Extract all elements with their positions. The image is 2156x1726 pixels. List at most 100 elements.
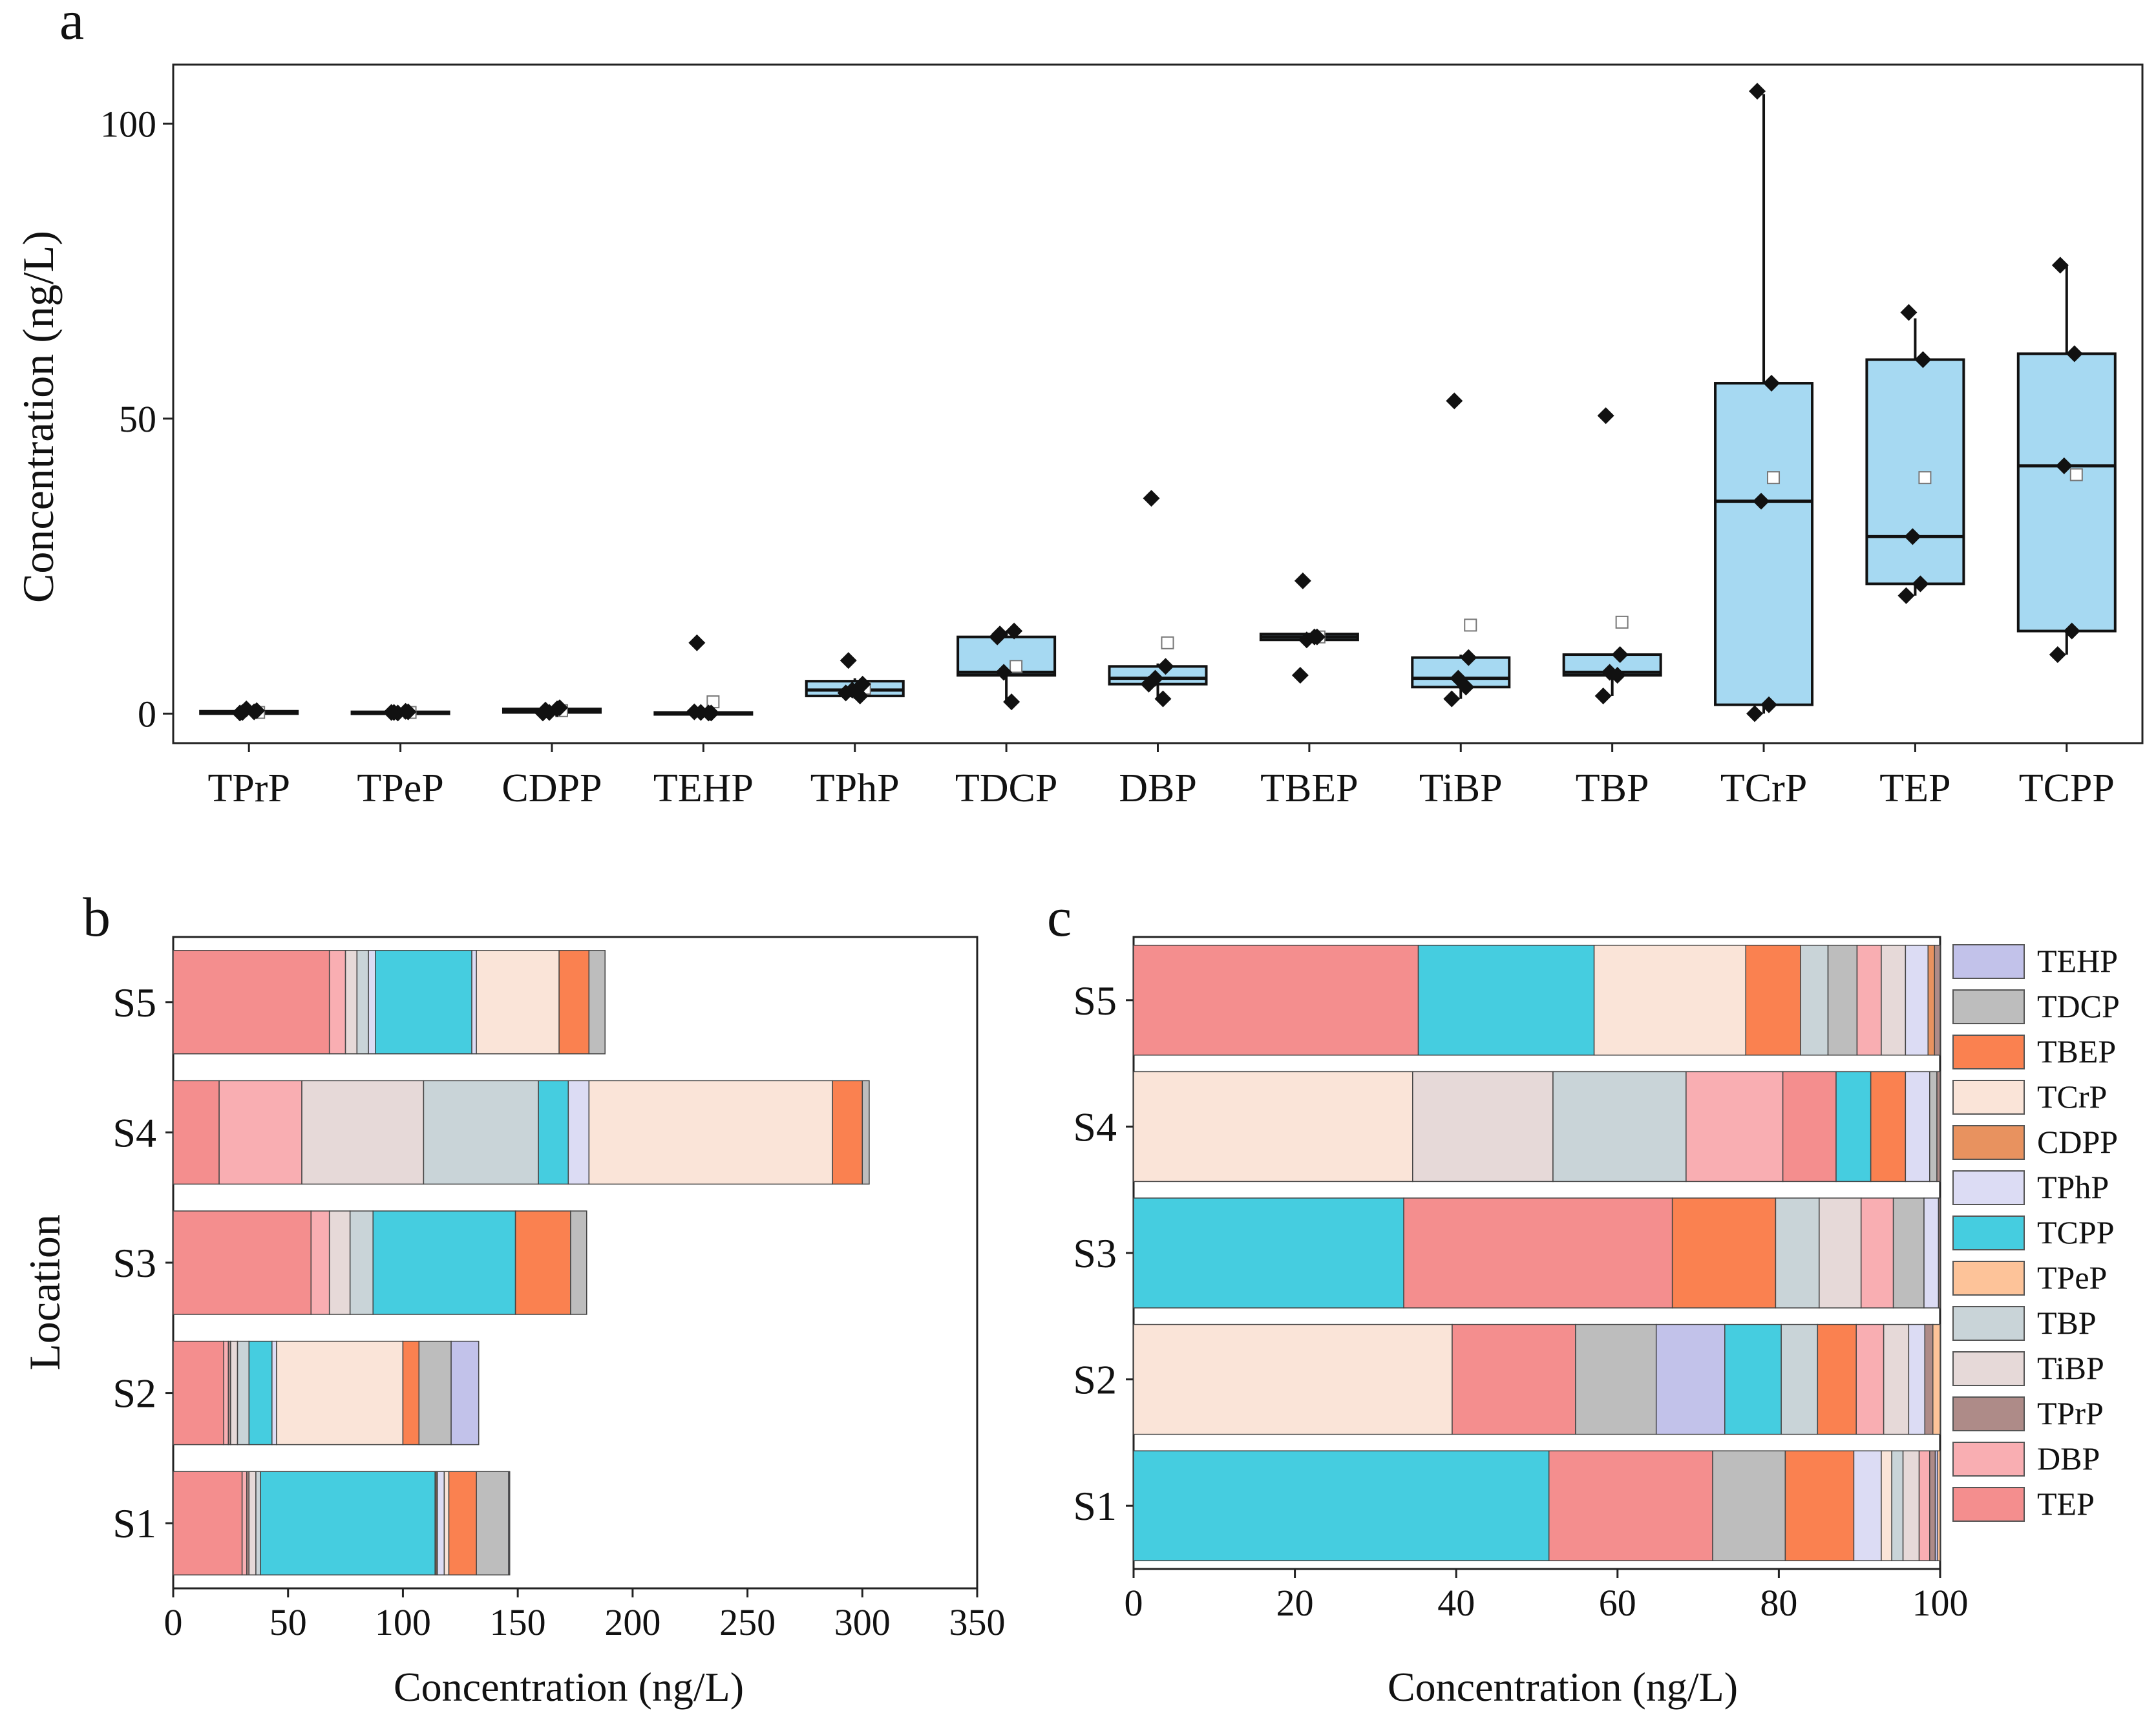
bar-segment-S5-DBP: [328, 950, 346, 1055]
legend-label: TPhP: [2037, 1169, 2109, 1205]
data-point: [548, 700, 565, 718]
x-tick-label: TBP: [1576, 766, 1649, 810]
legend-swatch-TPhP: [1952, 1170, 2025, 1205]
x-tick-label: 60: [1599, 1582, 1636, 1624]
bar-segment-S1-DBP: [241, 1471, 248, 1575]
data-point: [1291, 667, 1309, 684]
bar-segment-S5-TCPP: [375, 950, 472, 1055]
bar-segment-S1-TBEP: [448, 1471, 477, 1575]
legend-swatch-TPrP: [1952, 1396, 2025, 1431]
data-point: [1749, 83, 1766, 100]
x-tick-label: 0: [1125, 1582, 1143, 1624]
data-point: [2066, 345, 2083, 363]
mean-marker: [1161, 636, 1174, 649]
x-tick-label: TPeP: [357, 766, 443, 810]
bar-segment-S2-TPrP: [1924, 1323, 1934, 1435]
bar-segment-S2-DBP: [223, 1340, 229, 1446]
bar-segment-S3-TBEP: [514, 1210, 571, 1315]
bar-segment-S1-TPrP: [1929, 1450, 1936, 1561]
bar-segment-S5-TPrP: [1934, 945, 1941, 1056]
bar-segment-S1-TBP: [255, 1471, 261, 1575]
data-point: [688, 634, 706, 651]
bar-segment-S4-TEP: [173, 1080, 220, 1185]
bar-segment-S5-TPhP: [368, 950, 376, 1055]
bar-segment-S5-TPhP: [471, 950, 477, 1055]
legend-swatch-TEP: [1952, 1487, 2025, 1522]
data-point: [1305, 628, 1323, 646]
bar-segment-S2-TCrP: [1133, 1323, 1453, 1435]
bar-segment-S4-TPhP: [567, 1080, 590, 1185]
bar-segment-S4-TCrP: [1133, 1071, 1413, 1183]
legend-label: TCPP: [2037, 1214, 2115, 1250]
data-point: [989, 628, 1006, 646]
bar-segment-S2-TBEP: [1817, 1323, 1857, 1435]
bar-segment-S2-TCPP: [248, 1340, 273, 1446]
bar-segment-S2-TEHP: [450, 1340, 480, 1446]
bar-segment-S4-TBP: [1552, 1071, 1687, 1183]
bar-segment-S1-TEP: [1548, 1450, 1713, 1561]
x-tick-label: CDPP: [502, 766, 602, 810]
legend-swatch-TCPP: [1952, 1216, 2025, 1250]
x-tick-label: TEHP: [653, 766, 754, 810]
data-point: [837, 684, 854, 702]
bar-segment-S3-TiBP: [328, 1210, 351, 1315]
panel-c-percent-bars: 0 20 40 60 80 100 S1 S2 S3 S4 S5: [1073, 936, 1969, 1624]
bar-segment-S1-TPhP: [1853, 1450, 1882, 1561]
bar-segment-S5-TEP: [173, 950, 330, 1055]
bar-segment-S5-TBEP: [558, 950, 590, 1055]
bar-segment-S4-TCPP: [538, 1080, 569, 1185]
data-point: [1460, 649, 1477, 666]
bar-segment-S1-TiBP: [248, 1471, 257, 1575]
bar-segment-S3-TCPP: [372, 1210, 516, 1315]
legend-swatch-TDCP: [1952, 989, 2025, 1024]
mean-marker: [1009, 660, 1023, 673]
box-TCPP: [2016, 352, 2117, 633]
y-tick-label: S3: [112, 1240, 156, 1286]
data-point: [1760, 696, 1778, 713]
panel-b-ylabel: Location: [20, 1214, 69, 1371]
bar-segment-S2-TDCP: [1575, 1323, 1657, 1435]
bar-segment-S3-TEP: [1403, 1197, 1673, 1309]
x-tick-label: 100: [375, 1601, 431, 1643]
data-point: [2051, 257, 2069, 274]
legend-label: TBEP: [2037, 1033, 2116, 1069]
panel-label-b: b: [83, 886, 111, 948]
data-point: [1006, 622, 1023, 640]
bar-segment-S4-DBP: [218, 1080, 302, 1185]
bar-segment-S4-TBEP: [832, 1080, 863, 1185]
bar-segment-S1-TBEP: [1784, 1450, 1855, 1561]
data-point: [1753, 492, 1770, 510]
bar-segment-S5-TPhP: [1905, 945, 1929, 1056]
panel-label-a: a: [59, 0, 84, 51]
bar-segment-S5-TBP: [356, 950, 369, 1055]
bar-segment-S2-TPeP: [1932, 1323, 1941, 1435]
mean-marker: [1918, 471, 1932, 485]
legend-label: DBP: [2037, 1440, 2100, 1477]
y-tick-label: S2: [1073, 1357, 1117, 1403]
bar-segment-S4-TBEP: [1870, 1071, 1907, 1183]
legend-swatch-TBP: [1952, 1306, 2025, 1341]
bar-segment-S4-TiBP: [1412, 1071, 1554, 1183]
data-point: [1900, 304, 1918, 321]
bar-segment-S2-TBEP: [402, 1340, 420, 1446]
data-point: [1597, 407, 1614, 425]
panel-b-stacked-bars: 0 50 100 150 200 250 300 350 S1 S2 S3 S4 S5: [112, 936, 1006, 1643]
bar-segment-S2-TEP: [1452, 1323, 1576, 1435]
x-tick-label: 0: [164, 1601, 183, 1643]
data-point: [231, 704, 249, 722]
box-TCrP: [1714, 382, 1814, 706]
mean-marker: [1464, 618, 1477, 632]
bar-segment-S2-TBP: [237, 1340, 250, 1446]
bar-segment-S5-TBP: [1800, 945, 1829, 1056]
bar-segment-S5-TBEP: [1745, 945, 1801, 1056]
data-point: [1457, 679, 1475, 696]
bar-segment-S2-TiBP: [1883, 1323, 1910, 1435]
legend-swatch-DBP: [1952, 1442, 2025, 1477]
legend-label: TPrP: [2037, 1395, 2104, 1431]
data-point: [383, 704, 400, 721]
x-tick-label: TPrP: [207, 766, 290, 810]
bar-segment-S3-DBP: [310, 1210, 330, 1315]
data-point: [1154, 690, 1172, 708]
y-tick-label: S5: [1073, 978, 1117, 1024]
data-point: [840, 652, 857, 669]
